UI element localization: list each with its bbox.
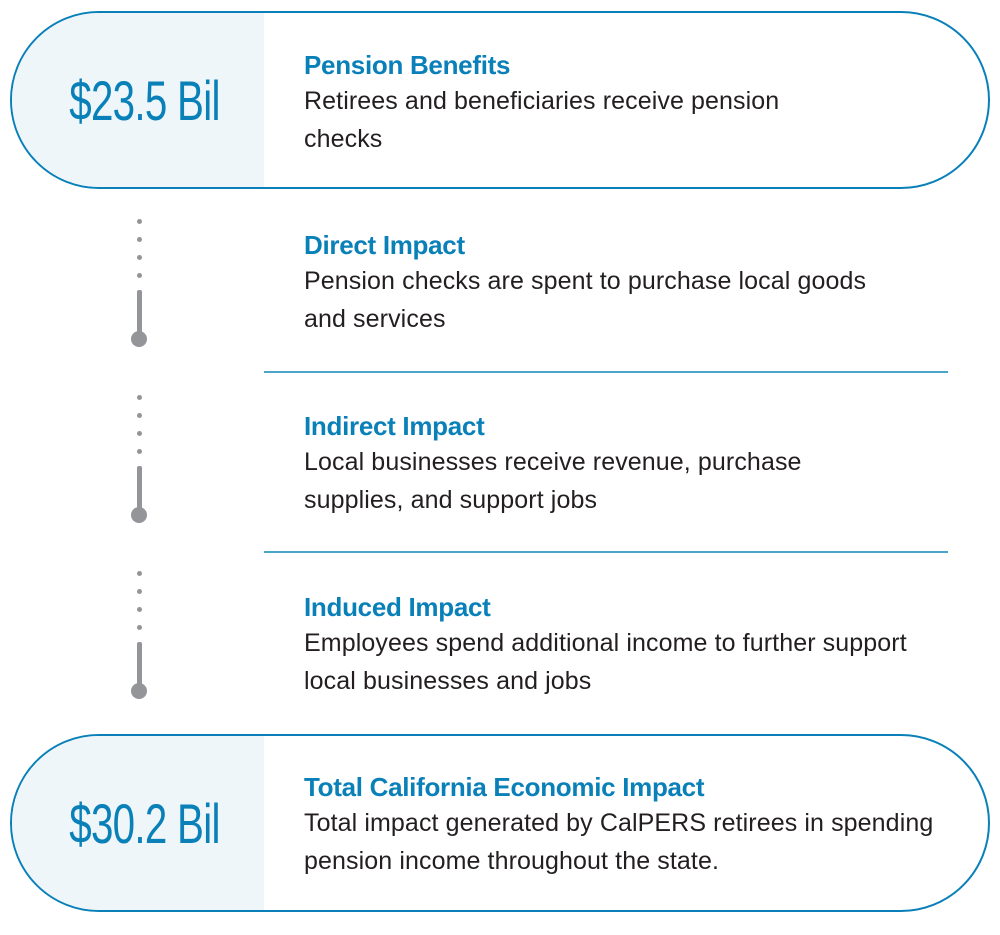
connector-bar bbox=[137, 642, 142, 688]
connector-dot bbox=[137, 625, 142, 630]
connector-bar bbox=[137, 466, 142, 512]
connector-bar bbox=[137, 290, 142, 336]
amount-panel bbox=[12, 13, 264, 187]
connector-dot bbox=[137, 273, 142, 278]
connector-dot bbox=[137, 395, 142, 400]
induced-impact-step: Induced Impact Employees spend additiona… bbox=[304, 590, 964, 700]
connector-knob bbox=[131, 331, 147, 347]
total-impact-text: Total California Economic Impact Total i… bbox=[304, 770, 964, 880]
divider bbox=[264, 551, 948, 553]
direct-impact-description: Pension checks are spent to purchase loc… bbox=[304, 267, 867, 333]
indirect-impact-description: Local businesses receive revenue, purcha… bbox=[304, 448, 802, 514]
connector-dot bbox=[137, 431, 142, 436]
amount-panel bbox=[12, 736, 264, 910]
connector-dot bbox=[137, 255, 142, 260]
divider bbox=[264, 371, 948, 373]
connector-dot bbox=[137, 449, 142, 454]
total-impact-card: $30.2 Bil bbox=[10, 734, 990, 912]
connector-dot bbox=[137, 237, 142, 242]
pension-benefits-text: Pension Benefits Retirees and beneficiar… bbox=[304, 48, 964, 158]
pension-benefits-description: Retirees and beneficiaries receive pensi… bbox=[304, 87, 780, 153]
pension-benefits-amount: $23.5 Bil bbox=[69, 68, 220, 132]
connector-knob bbox=[131, 683, 147, 699]
total-impact-title: Total California Economic Impact bbox=[304, 772, 705, 802]
connector-dot bbox=[137, 219, 142, 224]
direct-impact-step: Direct Impact Pension checks are spent t… bbox=[304, 228, 964, 338]
connector-knob bbox=[131, 507, 147, 523]
connector-dot bbox=[137, 413, 142, 418]
pension-benefits-card: $23.5 Bil bbox=[10, 11, 990, 189]
indirect-impact-step: Indirect Impact Local businesses receive… bbox=[304, 409, 964, 519]
direct-impact-title: Direct Impact bbox=[304, 230, 465, 260]
pension-benefits-title: Pension Benefits bbox=[304, 50, 511, 80]
connector-dot bbox=[137, 571, 142, 576]
total-impact-amount: $30.2 Bil bbox=[69, 791, 220, 855]
connector-dot bbox=[137, 607, 142, 612]
connector-dot bbox=[137, 589, 142, 594]
total-impact-description: Total impact generated by CalPERS retire… bbox=[304, 809, 934, 875]
induced-impact-title: Induced Impact bbox=[304, 592, 491, 622]
induced-impact-description: Employees spend additional income to fur… bbox=[304, 629, 907, 695]
indirect-impact-title: Indirect Impact bbox=[304, 411, 485, 441]
